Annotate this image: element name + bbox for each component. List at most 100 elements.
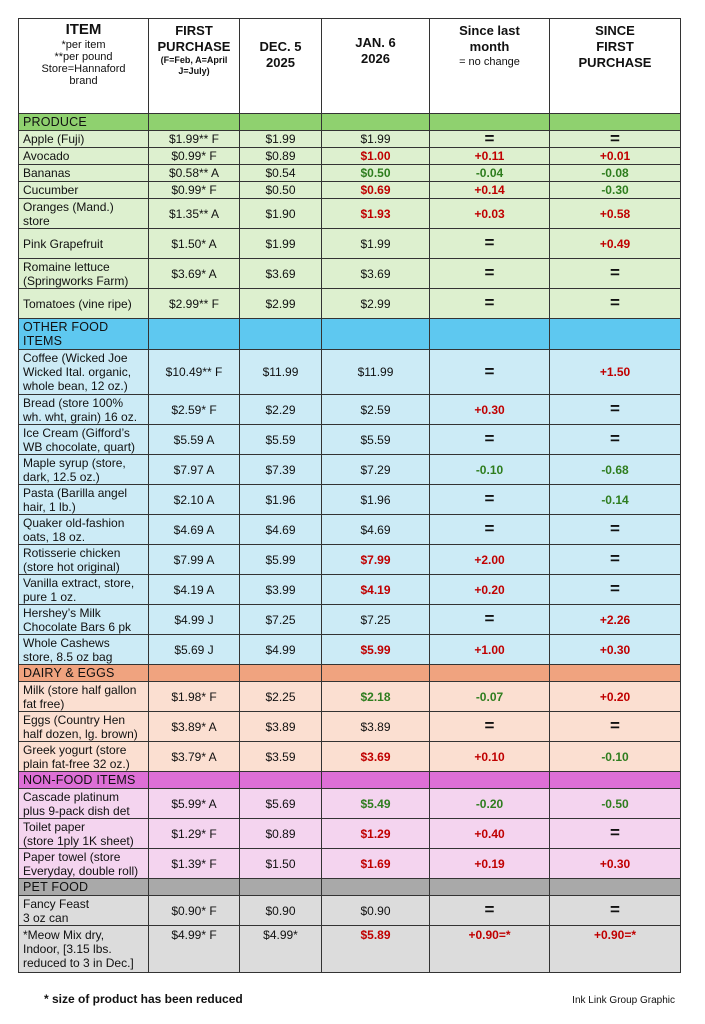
item-name-line: (store hot original)	[23, 559, 120, 574]
jan-price-text: $1.99	[360, 132, 391, 146]
first-purchase-price-text: $4.19 A	[173, 582, 215, 597]
since-month-change-text: =	[484, 263, 495, 282]
since-first-change: =	[549, 544, 681, 575]
dec-price: $0.50	[239, 181, 322, 199]
since-month-change: -0.20	[429, 788, 550, 819]
since-month-change: -0.04	[429, 164, 550, 182]
item-name: Cucumber	[18, 181, 149, 199]
item-name-line: Tomatoes (vine ripe)	[23, 296, 132, 311]
since-month-change: +2.00	[429, 544, 550, 575]
header-item-note: Store=Hannaford	[41, 63, 126, 75]
item-name-line: (store 1ply 1K sheet)	[23, 833, 134, 848]
dec-price-text: $4.69	[265, 522, 296, 537]
first-purchase-price-text: $1.39* F	[171, 856, 217, 871]
item-name-line: Ice Cream (Gifford’s	[23, 425, 130, 440]
first-purchase-price: $1.98* F	[148, 681, 240, 712]
category-label: DAIRY & EGGS	[18, 664, 149, 682]
jan-price-text: $1.93	[360, 206, 391, 221]
since-month-change: +0.19	[429, 848, 550, 879]
jan-price-text: $5.49	[360, 796, 391, 811]
since-month-change-text: =	[484, 489, 495, 508]
since-first-change-text: -0.10	[601, 749, 629, 764]
jan-price: $4.69	[321, 514, 430, 545]
table-row: Hershey’s Milk Chocolate Bars 6 pk $4.99 J…	[18, 604, 681, 635]
jan-price: $7.29	[321, 454, 430, 485]
category-label: PET FOOD	[18, 878, 149, 896]
since-first-change: =	[549, 130, 681, 148]
jan-price-text: $5.99	[360, 642, 391, 657]
since-first-change: =	[549, 514, 681, 545]
item-name: Toilet paper (store 1ply 1K sheet)	[18, 818, 149, 849]
since-month-change-text: =	[484, 519, 495, 538]
since-month-change: +0.20	[429, 574, 550, 605]
item-name-line: Bananas	[23, 166, 71, 180]
since-month-change-text: =	[484, 361, 495, 381]
table-row: Cascade platinum plus 9-pack dish det $5.9…	[18, 788, 681, 819]
since-first-change: -0.14	[549, 484, 681, 515]
jan-price: $3.89	[321, 711, 430, 742]
item-name-line: plain fat-free 32 oz.)	[23, 756, 130, 771]
since-first-change: =	[549, 574, 681, 605]
footer-note: * size of product has been reduced	[44, 992, 243, 1006]
item-name-line: half dozen, lg. brown)	[23, 726, 138, 741]
first-purchase-price: $4.99 J	[148, 604, 240, 635]
dec-price-text: $4.99	[265, 642, 296, 657]
jan-price-text: $7.25	[360, 612, 391, 627]
jan-price: $5.89	[321, 925, 430, 973]
table-row: Toilet paper (store 1ply 1K sheet) $1.29* …	[18, 818, 681, 849]
category-filler	[148, 771, 240, 789]
jan-price: $1.99	[321, 228, 430, 259]
jan-price: $5.59	[321, 424, 430, 455]
since-first-change-text: +0.58	[599, 206, 631, 221]
table-row: Bananas $0.58** A $0.54 $0.50 -0.04 -0.08	[18, 164, 681, 182]
since-first-change: +0.30	[549, 634, 681, 665]
since-month-change: =	[429, 130, 550, 148]
header-since-month-title: Since last	[459, 23, 520, 38]
header-since-first-title: FIRST	[596, 39, 634, 54]
category-filler	[429, 664, 550, 682]
first-purchase-price-text: $10.49** F	[165, 365, 223, 379]
dec-price-text: $3.89	[265, 719, 296, 734]
since-month-change-text: =	[484, 293, 495, 312]
since-month-change-text: =	[484, 609, 495, 628]
jan-price: $4.19	[321, 574, 430, 605]
item-name: Pink Grapefruit	[18, 228, 149, 259]
dec-price: $1.90	[239, 198, 322, 229]
dec-price-text: $1.90	[265, 206, 296, 221]
table-row: Rotisserie chicken (store hot original) $7…	[18, 544, 681, 575]
jan-price-text: $1.00	[360, 149, 391, 163]
item-name-line: Fancy Feast	[23, 896, 90, 911]
item-name-line: 3 oz can	[23, 910, 69, 925]
header-since-first: SINCE FIRST PURCHASE	[549, 18, 681, 114]
since-first-change-text: =	[610, 900, 620, 919]
category-label-line: DAIRY & EGGS	[23, 666, 115, 680]
dec-price-text: $0.90	[265, 903, 296, 918]
dec-price: $5.59	[239, 424, 322, 455]
category-filler	[429, 113, 550, 131]
jan-price: $0.50	[321, 164, 430, 182]
first-purchase-price-text: $0.58** A	[168, 166, 220, 180]
item-name: Quaker old-fashion oats, 18 oz.	[18, 514, 149, 545]
header-since-month-note: = no change	[459, 56, 520, 68]
item-name: Cascade platinum plus 9-pack dish det	[18, 788, 149, 819]
dec-price: $7.25	[239, 604, 322, 635]
item-name-line: Milk (store half gallon	[23, 682, 137, 697]
jan-price-text: $3.69	[360, 749, 391, 764]
category-row-pet: PET FOOD	[18, 878, 681, 896]
category-filler	[321, 664, 430, 682]
first-purchase-price-text: $0.99* F	[171, 149, 217, 163]
first-purchase-price: $3.89* A	[148, 711, 240, 742]
first-purchase-price: $0.90* F	[148, 895, 240, 926]
category-label-line: ITEMS	[23, 334, 63, 348]
since-month-change: +0.30	[429, 394, 550, 425]
table-row: Ice Cream (Gifford’s WB chocolate, quart)…	[18, 424, 681, 455]
since-month-change-text: +0.20	[474, 582, 505, 597]
first-purchase-price: $4.19 A	[148, 574, 240, 605]
item-name-line: fat free)	[23, 696, 65, 711]
since-month-change: +0.14	[429, 181, 550, 199]
first-purchase-price-text: $2.10 A	[173, 492, 215, 507]
first-purchase-price-text: $5.69 J	[174, 642, 214, 657]
since-first-change: =	[549, 424, 681, 455]
since-month-change: +0.11	[429, 147, 550, 165]
header-dec: DEC. 5 2025	[239, 18, 322, 114]
